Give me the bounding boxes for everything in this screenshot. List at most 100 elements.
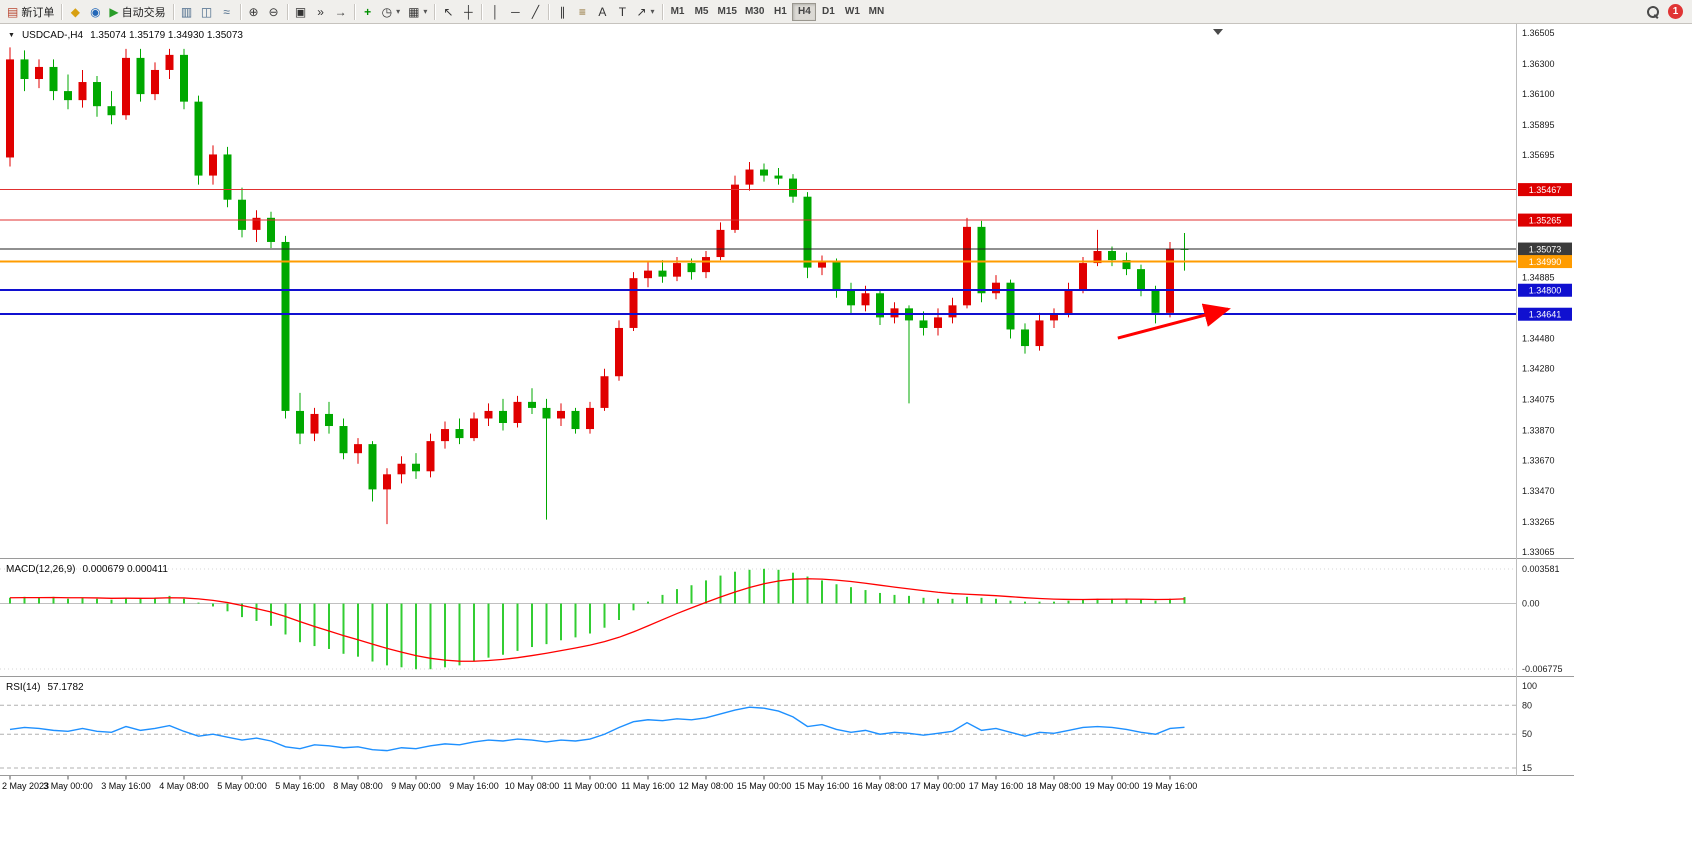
svg-text:8 May 08:00: 8 May 08:00 bbox=[333, 781, 383, 791]
toolbar-separator bbox=[434, 3, 436, 20]
macd-indicator-name: MACD(12,26,9) bbox=[6, 564, 76, 575]
svg-text:0.003581: 0.003581 bbox=[1522, 564, 1560, 574]
svg-text:17 May 00:00: 17 May 00:00 bbox=[911, 781, 966, 791]
svg-text:1.35073: 1.35073 bbox=[1529, 245, 1562, 255]
chart-area[interactable]: 1.35467 1.35265 1.35073 1.34990 1.34800 1.346… bbox=[0, 24, 1692, 859]
svg-text:15 May 00:00: 15 May 00:00 bbox=[737, 781, 792, 791]
macd-panel-label: MACD(12,26,9) 0.000679 0.000411 bbox=[6, 564, 168, 575]
svg-text:5 May 16:00: 5 May 16:00 bbox=[275, 781, 325, 791]
svg-text:1.33870: 1.33870 bbox=[1522, 426, 1555, 436]
algo-trading-label: 自动交易 bbox=[121, 6, 166, 19]
text-button[interactable]: A bbox=[592, 2, 612, 22]
svg-text:11 May 16:00: 11 May 16:00 bbox=[621, 781, 675, 791]
crosshair-icon: ┼ bbox=[464, 4, 473, 19]
arrow-objects-button[interactable]: ↗ ▾ bbox=[632, 2, 658, 22]
toolbar-separator bbox=[661, 3, 663, 20]
timeframe-button-m30[interactable]: M30 bbox=[741, 3, 768, 21]
vertical-line-button[interactable]: │ bbox=[485, 2, 505, 22]
indicators-icon: + bbox=[364, 4, 372, 19]
svg-text:18 May 08:00: 18 May 08:00 bbox=[1027, 781, 1082, 791]
horizontal-line-button[interactable]: ─ bbox=[505, 2, 525, 22]
svg-text:15: 15 bbox=[1522, 763, 1532, 773]
toolbar-separator bbox=[61, 3, 63, 20]
svg-text:17 May 16:00: 17 May 16:00 bbox=[969, 781, 1024, 791]
svg-text:1.36300: 1.36300 bbox=[1522, 59, 1555, 69]
market-watch-button[interactable]: ◉ bbox=[85, 2, 105, 22]
timeframe-button-m1[interactable]: M1 bbox=[666, 3, 690, 21]
fibonacci-icon: ≡ bbox=[578, 4, 586, 19]
svg-text:19 May 00:00: 19 May 00:00 bbox=[1085, 781, 1140, 791]
timeframe-button-h1[interactable]: H1 bbox=[768, 3, 792, 21]
vertical-line-icon: │ bbox=[491, 4, 500, 19]
symbol-timeframe-label: USDCAD-,H4 bbox=[21, 30, 84, 41]
chart-shift-button[interactable]: → bbox=[331, 2, 351, 22]
toolbar-separator bbox=[481, 3, 483, 20]
svg-text:-0.006775: -0.006775 bbox=[1522, 664, 1563, 674]
search-button[interactable] bbox=[1642, 2, 1664, 22]
chart-symbol-overlay: ▼ USDCAD-,H4 1.35074 1.35179 1.34930 1.3… bbox=[8, 30, 243, 41]
crosshair-button[interactable]: ┼ bbox=[458, 2, 478, 22]
templates-button[interactable]: ▦ ▾ bbox=[404, 2, 431, 22]
svg-text:3 May 00:00: 3 May 00:00 bbox=[43, 781, 93, 791]
metaeditor-button[interactable]: ◆ bbox=[65, 2, 85, 22]
periods-icon: ◷ bbox=[381, 4, 393, 19]
algo-trading-button[interactable]: ▶ 自动交易 bbox=[105, 2, 169, 22]
svg-text:9 May 16:00: 9 May 16:00 bbox=[449, 781, 499, 791]
notification-badge[interactable]: 1 bbox=[1668, 4, 1683, 19]
timeframe-button-m5[interactable]: M5 bbox=[690, 3, 714, 21]
timeframe-button-h4[interactable]: H4 bbox=[792, 2, 817, 21]
channel-button[interactable]: ∥ bbox=[552, 2, 572, 22]
line-chart-button[interactable]: ≈ bbox=[217, 2, 237, 22]
symbol-dropdown-icon[interactable]: ▼ bbox=[8, 32, 15, 39]
svg-text:1.36100: 1.36100 bbox=[1522, 89, 1555, 99]
svg-text:1.34885: 1.34885 bbox=[1522, 272, 1555, 282]
svg-text:5 May 00:00: 5 May 00:00 bbox=[217, 781, 267, 791]
timeframe-button-mn[interactable]: MN bbox=[864, 3, 888, 21]
svg-text:100: 100 bbox=[1522, 681, 1537, 691]
svg-text:1.34280: 1.34280 bbox=[1522, 364, 1555, 374]
timeframe-button-d1[interactable]: D1 bbox=[816, 3, 840, 21]
toolbar-separator bbox=[172, 3, 174, 20]
zoom-out-icon: ⊖ bbox=[268, 4, 279, 19]
svg-text:10 May 08:00: 10 May 08:00 bbox=[505, 781, 560, 791]
toolbar-separator bbox=[548, 3, 550, 20]
svg-text:0.00: 0.00 bbox=[1522, 599, 1540, 609]
toolbar-separator bbox=[286, 3, 288, 20]
timeframe-button-m15[interactable]: M15 bbox=[714, 3, 741, 21]
price-chart-canvas[interactable]: 1.35467 1.35265 1.35073 1.34990 1.34800 1.346… bbox=[0, 24, 1692, 859]
chevron-down-icon: ▾ bbox=[650, 7, 655, 16]
timeframe-button-w1[interactable]: W1 bbox=[840, 3, 864, 21]
market-watch-icon: ◉ bbox=[90, 4, 101, 19]
candlestick-chart-icon: ◫ bbox=[200, 4, 213, 19]
zoom-out-button[interactable]: ⊖ bbox=[264, 2, 284, 22]
rsi-indicator-value: 57.1782 bbox=[47, 682, 84, 693]
svg-text:80: 80 bbox=[1522, 700, 1532, 710]
tile-windows-button[interactable]: ▣ bbox=[291, 2, 311, 22]
trendline-button[interactable]: ╱ bbox=[525, 2, 545, 22]
zoom-in-button[interactable]: ⊕ bbox=[244, 2, 264, 22]
svg-text:16 May 08:00: 16 May 08:00 bbox=[853, 781, 908, 791]
rsi-panel-label: RSI(14) 57.1782 bbox=[6, 682, 84, 693]
auto-scroll-button[interactable]: » bbox=[311, 2, 331, 22]
toolbar-separator bbox=[353, 3, 355, 20]
indicators-button[interactable]: + bbox=[358, 2, 378, 22]
arrow-object-icon: ↗ bbox=[636, 4, 647, 19]
svg-text:1.34641: 1.34641 bbox=[1529, 310, 1562, 320]
svg-text:11 May 00:00: 11 May 00:00 bbox=[563, 781, 617, 791]
svg-text:1.33470: 1.33470 bbox=[1522, 486, 1555, 496]
ohlc-values: 1.35074 1.35179 1.34930 1.35073 bbox=[90, 30, 243, 41]
new-order-label: 新订单 bbox=[21, 6, 55, 19]
svg-text:2 May 2023: 2 May 2023 bbox=[2, 781, 49, 791]
chevron-down-icon: ▾ bbox=[396, 7, 401, 16]
candlestick-chart-button[interactable]: ◫ bbox=[197, 2, 217, 22]
fibonacci-button[interactable]: ≡ bbox=[572, 2, 592, 22]
svg-text:1.35265: 1.35265 bbox=[1529, 216, 1562, 226]
cursor-button[interactable]: ↖ bbox=[438, 2, 458, 22]
bar-chart-button[interactable]: ▥ bbox=[177, 2, 197, 22]
text-label-button[interactable]: T bbox=[612, 2, 632, 22]
svg-text:50: 50 bbox=[1522, 729, 1532, 739]
periods-button[interactable]: ◷ ▾ bbox=[378, 2, 405, 22]
new-order-button[interactable]: ▤ 新订单 bbox=[3, 2, 58, 22]
svg-text:12 May 08:00: 12 May 08:00 bbox=[679, 781, 734, 791]
